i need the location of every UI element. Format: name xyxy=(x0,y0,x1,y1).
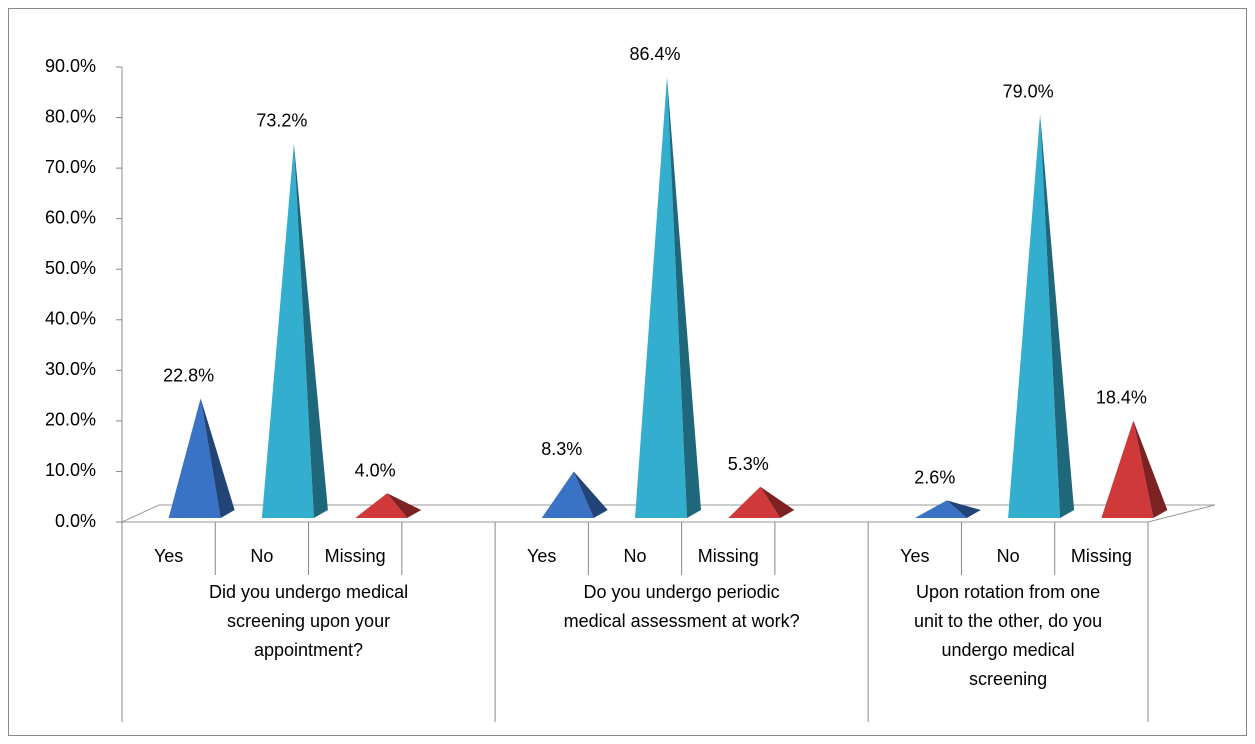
pyramid-front xyxy=(355,493,408,518)
y-tick-label: 20.0% xyxy=(45,410,96,430)
data-label: 5.3% xyxy=(728,454,769,474)
pyramid-side xyxy=(293,143,328,518)
pyramid-side xyxy=(387,493,422,518)
data-label: 79.0% xyxy=(1003,81,1054,101)
pyramid-front xyxy=(1008,114,1061,518)
data-label: 18.4% xyxy=(1096,388,1147,408)
y-tick-label: 0.0% xyxy=(55,511,96,531)
pyramid-front xyxy=(261,143,314,518)
pyramid-side xyxy=(200,398,235,518)
x-tick-label: No xyxy=(997,546,1020,566)
y-tick-label: 80.0% xyxy=(45,106,96,126)
y-tick-label: 60.0% xyxy=(45,207,96,227)
group-label: Upon rotation from one unit to the other… xyxy=(914,582,1103,689)
pyramid-side xyxy=(1133,420,1168,518)
x-tick-label: Missing xyxy=(1071,546,1132,566)
y-tick-label: 70.0% xyxy=(45,157,96,177)
pyramid-side xyxy=(667,76,701,518)
y-tick-label: 50.0% xyxy=(45,258,96,278)
pyramid-front xyxy=(541,471,594,518)
pyramid-side xyxy=(760,486,795,518)
y-tick-label: 10.0% xyxy=(45,460,96,480)
pyramid-front xyxy=(635,76,687,518)
x-tick-label: Missing xyxy=(698,546,759,566)
x-tick-label: No xyxy=(623,546,646,566)
data-label: 22.8% xyxy=(163,365,214,385)
x-tick-label: Yes xyxy=(527,546,556,566)
group-label: Do you undergo periodic medical assessme… xyxy=(563,582,800,631)
data-label: 2.6% xyxy=(914,468,955,488)
data-label: 73.2% xyxy=(256,111,307,131)
x-tick-label: Yes xyxy=(900,546,929,566)
pyramid-side xyxy=(946,500,981,518)
pyramid-front xyxy=(1101,420,1154,518)
x-tick-label: Missing xyxy=(325,546,386,566)
data-label: 86.4% xyxy=(629,44,680,64)
data-label: 8.3% xyxy=(541,439,582,459)
pyramid-front xyxy=(168,398,221,518)
y-tick-label: 90.0% xyxy=(45,56,96,76)
group-label: Did you undergo medical screening upon y… xyxy=(208,582,409,660)
pyramid-side xyxy=(573,471,608,518)
data-label: 4.0% xyxy=(355,461,396,481)
x-tick-label: Yes xyxy=(154,546,183,566)
y-tick-label: 40.0% xyxy=(45,309,96,329)
pyramid-side xyxy=(1040,114,1075,518)
y-tick-label: 30.0% xyxy=(45,359,96,379)
x-tick-label: No xyxy=(250,546,273,566)
pyramid-front xyxy=(728,486,781,518)
pyramid-front xyxy=(914,500,967,518)
